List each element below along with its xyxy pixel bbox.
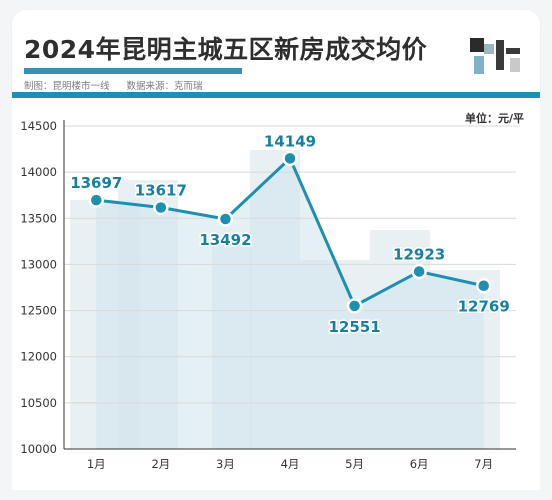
data-label: 14149 <box>264 132 316 150</box>
x-tick-label: 6月 <box>410 457 429 471</box>
y-tick-label: 14500 <box>20 119 57 133</box>
y-tick-label: 12500 <box>20 304 57 318</box>
unit-label: 单位：元/平 <box>464 112 524 125</box>
y-tick-label: 14000 <box>20 165 57 179</box>
data-point <box>217 211 234 227</box>
data-label: 12551 <box>328 318 380 336</box>
title-underline <box>24 68 242 74</box>
y-tick-label: 10500 <box>20 396 57 410</box>
data-point <box>346 298 363 314</box>
x-tick-label: 1月 <box>87 457 106 471</box>
data-label: 13617 <box>135 181 187 199</box>
data-point <box>475 277 492 294</box>
source-data: 数据来源：克而瑞 <box>126 81 203 92</box>
y-tick-label: 10000 <box>20 442 57 456</box>
data-label: 12923 <box>393 246 445 264</box>
data-point <box>88 192 105 208</box>
y-tick-label: 13000 <box>20 257 57 271</box>
y-tick-label: 13500 <box>20 211 57 225</box>
accent-band <box>12 92 540 98</box>
x-tick-label: 2月 <box>151 457 170 471</box>
source-producer: 制图：昆明楼市一线 <box>24 81 110 92</box>
x-tick-label: 3月 <box>216 457 235 471</box>
brand-logo-icon <box>470 38 526 78</box>
x-tick-label: 7月 <box>474 457 493 471</box>
data-point <box>153 199 169 216</box>
x-tick-label: 4月 <box>281 457 300 471</box>
page-title: 2024年昆明主城五区新房成交均价 <box>24 35 428 64</box>
watermark: @昆明楼市一线 <box>375 193 473 210</box>
source-line: 制图：昆明楼市一线 数据来源：克而瑞 <box>24 78 217 92</box>
x-tick-label: 5月 <box>345 457 364 471</box>
data-point <box>411 263 427 280</box>
data-point <box>282 150 298 167</box>
data-label: 12769 <box>458 298 510 316</box>
line-area-fill <box>96 158 484 450</box>
data-label: 13492 <box>199 231 251 249</box>
data-label: 13697 <box>70 174 122 192</box>
y-tick-label: 12000 <box>20 350 57 364</box>
title-bar: 2024年昆明主城五区新房成交均价 制图：昆明楼市一线 数据来源：克而瑞 <box>12 10 540 98</box>
